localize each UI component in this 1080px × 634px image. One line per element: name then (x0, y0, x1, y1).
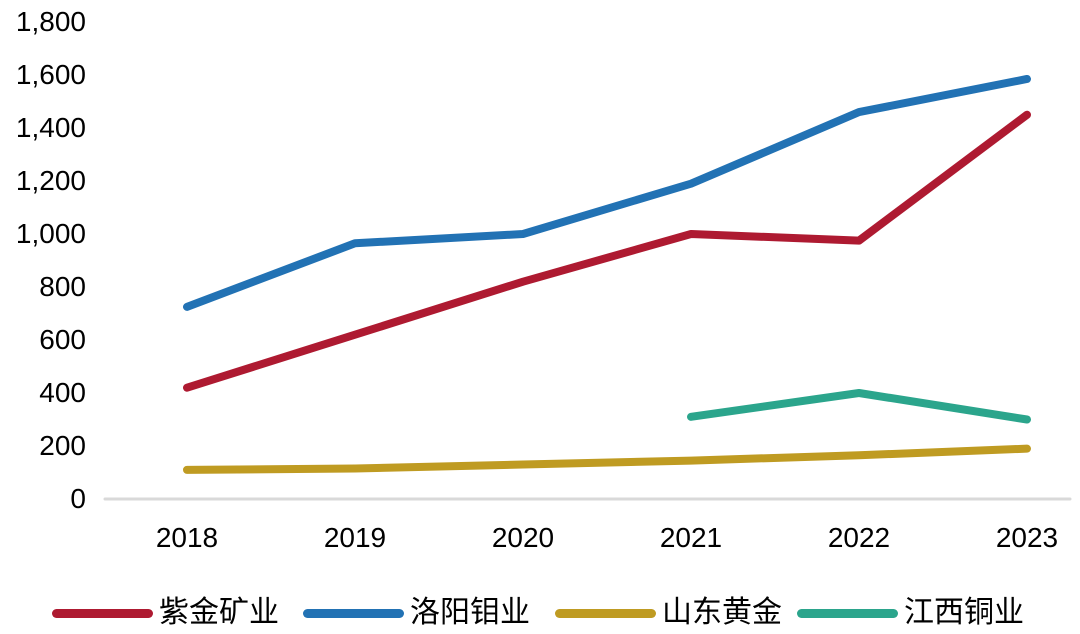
series-line-2 (183, 444, 1031, 474)
series-line-0 (183, 110, 1031, 392)
series-line-1 (183, 74, 1031, 311)
series-line-3 (687, 389, 1031, 424)
